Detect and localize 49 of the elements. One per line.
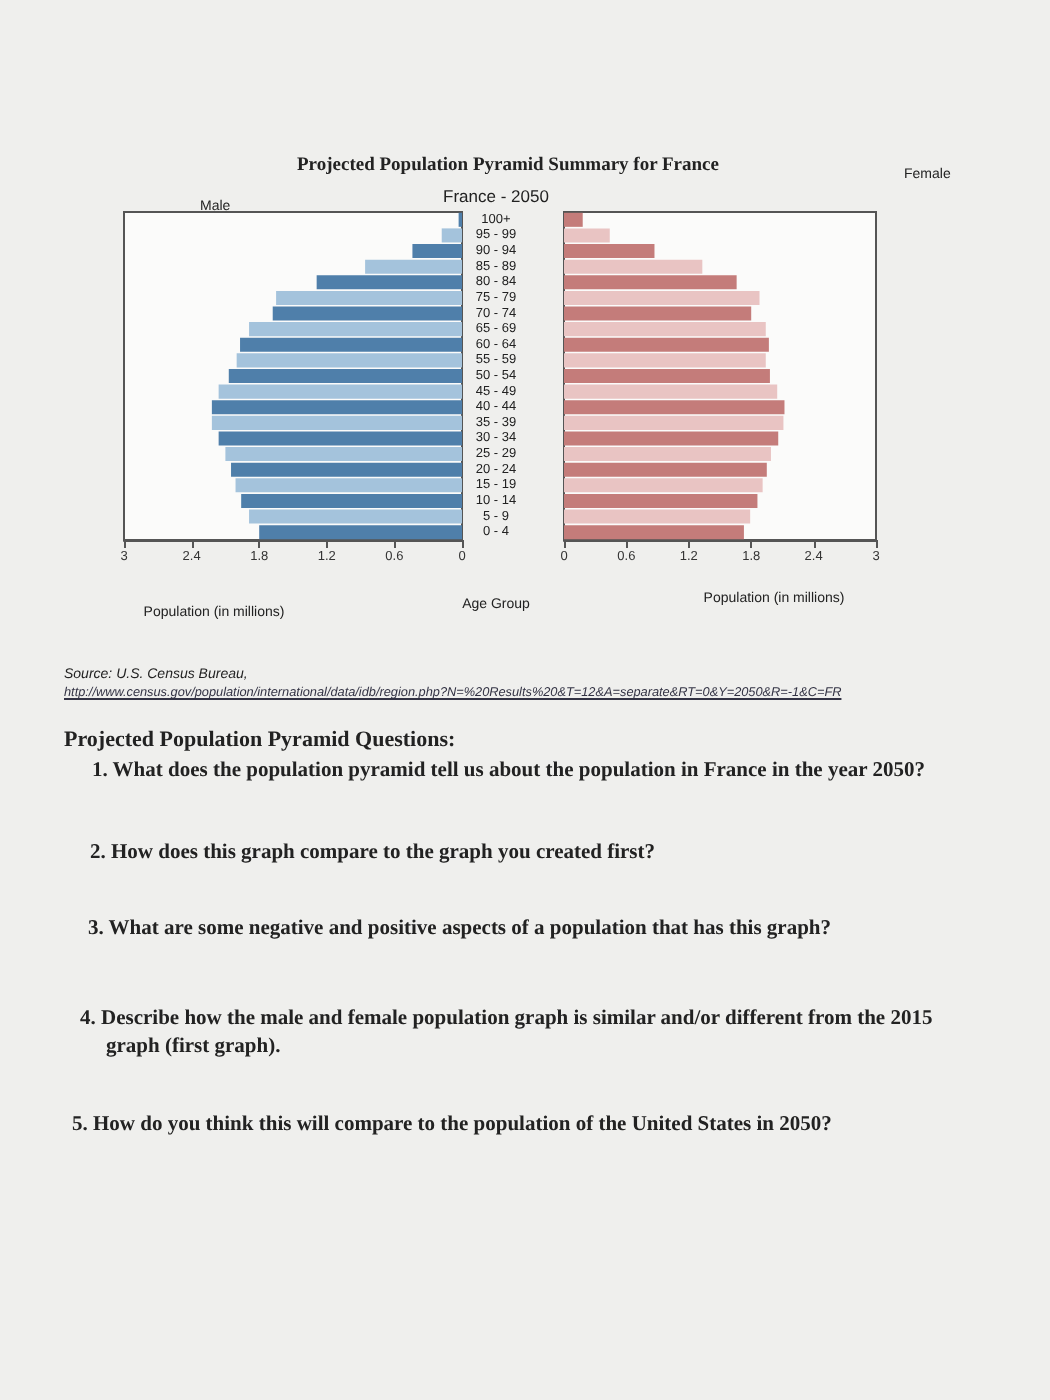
bar: [564, 400, 785, 415]
bar: [564, 478, 763, 493]
bar: [228, 368, 462, 384]
bar: [564, 244, 655, 259]
text: Projected Population Pyramid Summary for France: [297, 156, 719, 176]
bar: [564, 509, 751, 524]
bar: [564, 290, 760, 305]
bar: [564, 415, 784, 430]
bar: [235, 478, 462, 493]
bar: [316, 275, 462, 290]
chart-subtitle: France - 2050: [443, 186, 549, 206]
bar: [218, 431, 462, 446]
text: 5. How do you think this will compare to the population of the United States in 2050?: [72, 1112, 834, 1140]
bar: [564, 322, 766, 337]
bar: [564, 228, 610, 243]
bar: [218, 384, 462, 399]
text: 4. Describe how the male and female population graph is similar and/or different from the 2015 graph (first graph).: [80, 1006, 935, 1063]
bar: [564, 275, 737, 290]
bar: [231, 462, 462, 477]
bar: [276, 290, 462, 305]
bar: [249, 509, 462, 524]
bar: [211, 415, 462, 430]
bar: [211, 400, 462, 415]
bar: [412, 244, 462, 259]
text: 3. What are some negative and positive aspects of a population that has this graph?: [88, 916, 834, 944]
bar: [225, 447, 462, 462]
bar: [564, 462, 767, 477]
bar: [259, 525, 462, 540]
bar: [564, 384, 778, 399]
bar: [564, 431, 779, 446]
bar: [564, 212, 583, 227]
bar: [564, 493, 758, 508]
bar: [249, 322, 462, 337]
bar: [564, 525, 744, 540]
bar: [564, 337, 769, 352]
bar: [564, 353, 766, 368]
bar: [365, 259, 462, 274]
text: 2. How does this graph compare to the graph you created first?: [90, 840, 658, 868]
text: 1. What does the population pyramid tell us about the population in France in the year 2050?: [92, 758, 927, 786]
bar: [564, 368, 770, 384]
bar: [564, 259, 703, 274]
bar: [441, 228, 462, 243]
bar: [564, 306, 752, 321]
bar: [241, 493, 462, 508]
text: Projected Population Pyramid Questions:: [64, 728, 456, 752]
bar: [564, 447, 771, 462]
bar: [240, 337, 462, 352]
bar: [272, 306, 462, 321]
bar: [236, 353, 462, 368]
